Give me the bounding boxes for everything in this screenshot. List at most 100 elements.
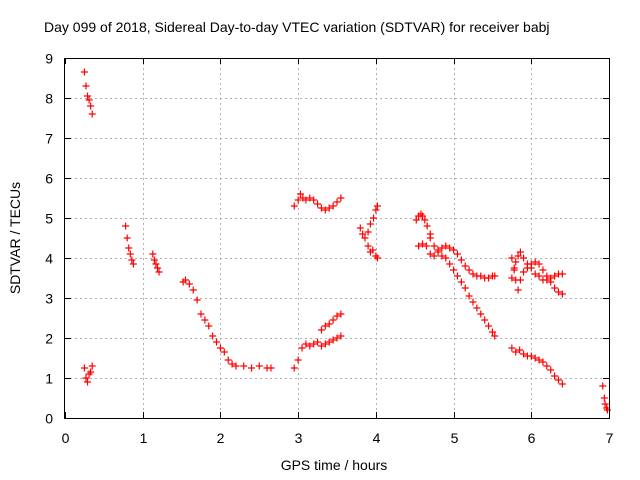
data-point [364, 228, 372, 236]
data-point [205, 322, 213, 330]
data-point [372, 206, 380, 214]
data-point [543, 272, 551, 280]
data-point [213, 338, 221, 346]
data-point [310, 340, 318, 348]
x-tick-labels: 0 1 2 3 4 5 6 7 [62, 430, 614, 446]
x-tick-label: 5 [451, 430, 459, 446]
data-points [80, 68, 611, 414]
data-point [84, 92, 92, 100]
data-point [516, 346, 524, 354]
data-point [337, 194, 345, 202]
data-point [469, 270, 477, 278]
series-s5 [179, 276, 275, 372]
data-point [450, 246, 458, 254]
data-point [333, 334, 341, 342]
y-tick-label: 3 [45, 291, 53, 307]
data-point [465, 292, 473, 300]
series-s16 [508, 344, 566, 388]
series-s2 [80, 362, 96, 386]
data-point [551, 272, 559, 280]
data-point [461, 284, 469, 292]
data-point [337, 332, 345, 340]
data-point [457, 278, 465, 286]
data-point [125, 244, 133, 252]
data-point [412, 216, 420, 224]
x-tick-label: 7 [606, 430, 614, 446]
x-tick-label: 0 [62, 430, 70, 446]
data-point [122, 222, 130, 230]
data-point [153, 264, 161, 272]
series-s13 [415, 240, 499, 282]
data-point [514, 252, 522, 260]
data-point [442, 254, 450, 262]
series-s9 [356, 202, 381, 242]
data-point [267, 364, 275, 372]
data-point [527, 260, 535, 268]
data-point [415, 242, 423, 250]
data-point [294, 356, 302, 364]
data-point [197, 310, 205, 318]
data-point [453, 272, 461, 280]
series-s10 [364, 242, 381, 262]
data-point [520, 268, 528, 276]
data-point [369, 246, 377, 254]
data-point [82, 374, 90, 382]
data-point [290, 202, 298, 210]
series-s1 [80, 68, 96, 118]
data-point [457, 256, 465, 264]
data-point [220, 348, 228, 356]
data-point [531, 354, 539, 362]
data-point [321, 206, 329, 214]
data-point [181, 276, 189, 284]
data-point [201, 316, 209, 324]
data-point [329, 336, 337, 344]
data-point [491, 332, 499, 340]
data-point [551, 284, 559, 292]
data-point [306, 194, 314, 202]
data-point [228, 360, 236, 368]
data-point [128, 256, 136, 264]
data-point [88, 110, 96, 118]
data-point [150, 256, 158, 264]
data-point [80, 68, 88, 76]
data-point [209, 332, 217, 340]
data-point [321, 322, 329, 330]
data-point [485, 322, 493, 330]
data-point [558, 380, 566, 388]
data-point [539, 266, 547, 274]
data-point [430, 252, 438, 260]
data-point [446, 244, 454, 252]
data-point [87, 368, 95, 376]
data-point [80, 364, 88, 372]
data-point [418, 212, 426, 220]
series-s15 [508, 254, 566, 298]
data-point [82, 82, 90, 90]
data-point [364, 242, 372, 250]
data-point [185, 280, 193, 288]
data-point [126, 250, 134, 258]
data-point [421, 216, 429, 224]
series-s12 [426, 234, 499, 340]
chart-title: Day 099 of 2018, Sidereal Day-to-day VTE… [44, 19, 550, 35]
data-point [422, 242, 430, 250]
data-point [255, 362, 263, 370]
data-point [314, 200, 322, 208]
data-point [325, 320, 333, 328]
data-point [216, 344, 224, 352]
x-tick-label: 6 [528, 430, 536, 446]
y-tick-label: 2 [45, 331, 53, 347]
data-point [370, 214, 378, 222]
data-point [535, 356, 543, 364]
data-point [296, 190, 304, 198]
data-point [317, 326, 325, 334]
data-point [426, 234, 434, 242]
data-point [535, 260, 543, 268]
data-point [512, 348, 520, 356]
data-point [481, 316, 489, 324]
y-tick-label: 5 [45, 211, 53, 227]
data-point [149, 250, 157, 258]
data-point [325, 338, 333, 346]
data-point [554, 376, 562, 384]
data-point [453, 250, 461, 258]
